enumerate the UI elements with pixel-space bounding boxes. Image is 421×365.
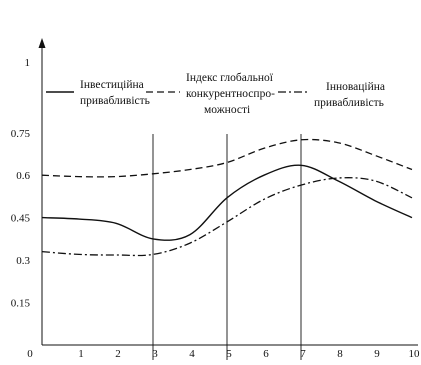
series-line-2: [41, 138, 413, 178]
legend-label-investment-line2: привабливість: [80, 95, 150, 107]
x-tick-label: 3: [152, 348, 158, 360]
x-tick-label: 7: [300, 348, 306, 360]
y-tick-labels: 0.15 0.3 0.45 0.6 0.75 1: [11, 57, 31, 310]
legend-item-competitiveness: Індекс глобальної конкурентноспро- можно…: [146, 72, 275, 116]
series-lines: [41, 138, 413, 257]
legend-label-competitiveness-line3: можності: [204, 104, 250, 116]
y-tick-label: 0.75: [11, 128, 31, 140]
y-tick-label: 0.15: [11, 298, 31, 310]
x-tick-label: 6: [263, 348, 269, 360]
series-line-3: [41, 177, 413, 257]
x-tick-label: 0: [27, 348, 33, 360]
axes: [38, 38, 418, 346]
legend-item-innovation: Інноваційна привабливість: [278, 81, 385, 109]
x-tick-label: 4: [189, 348, 195, 360]
series-line-1: [41, 164, 413, 241]
y-tick-label: 0.6: [16, 170, 30, 182]
x-tick-labels: 0 1 2 3 4 5 6 7 8 9 10: [27, 348, 420, 360]
legend-label-competitiveness-line2: конкурентноспро-: [186, 88, 275, 100]
y-tick-label: 0.3: [16, 255, 30, 267]
x-tick-label: 9: [374, 348, 380, 360]
x-tick-label: 8: [337, 348, 343, 360]
x-tick-label: 5: [226, 348, 232, 360]
x-tick-label: 10: [409, 348, 421, 360]
legend-label-competitiveness-line1: Індекс глобальної: [186, 72, 274, 84]
vertical-markers: [152, 134, 302, 360]
y-axis-arrow: [38, 38, 46, 48]
legend-label-innovation-line1: Інноваційна: [326, 81, 385, 93]
x-tick-label: 2: [115, 348, 121, 360]
y-tick-label: 1: [25, 57, 31, 69]
y-tick-label: 0.45: [11, 213, 31, 225]
legend: Інвестиційна привабливість Індекс глобал…: [46, 72, 385, 116]
x-tick-label: 1: [78, 348, 84, 360]
legend-label-investment-line1: Інвестиційна: [80, 79, 144, 91]
legend-label-innovation-line2: привабливість: [314, 97, 384, 109]
legend-item-investment: Інвестиційна привабливість: [46, 79, 150, 107]
